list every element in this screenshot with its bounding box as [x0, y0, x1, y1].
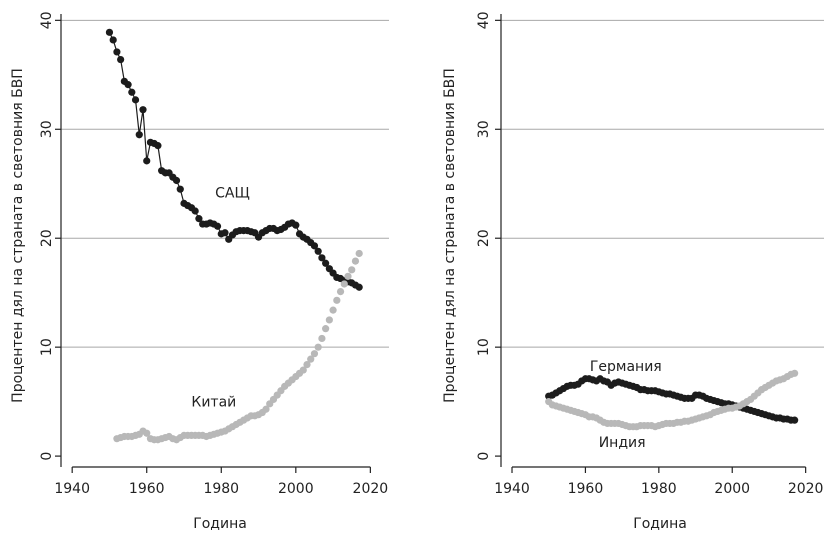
point: [791, 416, 799, 424]
point: [213, 222, 222, 230]
point: [310, 350, 319, 358]
point: [318, 254, 326, 262]
point: [135, 131, 143, 139]
point: [344, 272, 352, 280]
point: [154, 142, 162, 150]
x-axis-label: Година: [633, 516, 687, 532]
y-tick-label: 20: [39, 229, 55, 247]
point: [195, 215, 203, 223]
point: [791, 369, 799, 377]
x-tick-label: 1980: [641, 481, 677, 497]
x-tick-label: 1960: [568, 481, 604, 497]
y-tick-label: 40: [476, 11, 492, 29]
panel: 0 10 20 30 40 1940 1960 1980 2000 2020 Година Проце…: [442, 11, 824, 532]
x-tick-label: 1940: [54, 481, 90, 497]
point: [303, 360, 311, 369]
y-tick-label: 0: [39, 452, 55, 461]
point: [139, 106, 147, 114]
point: [314, 247, 322, 255]
point: [336, 288, 345, 296]
y-tick-label: 20: [476, 229, 492, 247]
x-tick-label: 1940: [494, 481, 530, 497]
y-tick-label: 10: [39, 338, 55, 356]
panel: 0 10 20 30 40 1940 1960 1980 2000 2020 Година Проце…: [10, 11, 389, 532]
point: [124, 81, 132, 89]
point: [322, 259, 330, 267]
point: [340, 280, 348, 288]
point: [325, 316, 333, 324]
point: [355, 283, 363, 291]
point: [131, 96, 140, 104]
x-tick-label: 2020: [788, 481, 824, 497]
annotation: Индия: [599, 435, 646, 451]
x-tick-label: 1980: [203, 481, 239, 497]
point: [351, 257, 360, 265]
point: [172, 176, 181, 185]
point: [355, 249, 363, 258]
annotation: САЩ: [215, 186, 250, 202]
point: [307, 355, 315, 363]
point: [329, 306, 337, 314]
y-tick-label: 30: [39, 120, 55, 138]
point: [314, 343, 322, 351]
point: [113, 48, 121, 56]
point: [292, 221, 300, 229]
point: [262, 405, 270, 413]
point: [191, 207, 199, 215]
point: [109, 36, 117, 44]
x-tick-label: 1960: [129, 481, 165, 497]
annotation: Германия: [590, 359, 662, 375]
point: [333, 296, 341, 304]
y-tick-label: 30: [476, 120, 492, 138]
y-tick-label: 10: [476, 338, 492, 356]
x-tick-label: 2020: [353, 481, 389, 497]
point: [143, 157, 151, 165]
y-axis-label: Процентен дял на страната в световния БВ…: [10, 68, 26, 403]
point: [143, 429, 151, 437]
point: [128, 88, 136, 96]
point: [322, 325, 330, 333]
x-axis-label: Година: [193, 516, 247, 532]
y-tick-label: 40: [39, 11, 55, 29]
point: [176, 185, 184, 193]
y-axis-label: Процентен дял на страната в световния БВ…: [442, 68, 458, 403]
point: [221, 229, 229, 237]
point: [310, 242, 319, 250]
x-tick-label: 2000: [278, 481, 314, 497]
point: [299, 366, 307, 374]
point: [105, 28, 114, 36]
point: [117, 55, 125, 64]
point: [318, 334, 326, 343]
x-tick-label: 2000: [714, 481, 750, 497]
y-tick-label: 0: [476, 452, 492, 461]
point: [348, 266, 356, 274]
annotation: Китай: [191, 395, 236, 411]
